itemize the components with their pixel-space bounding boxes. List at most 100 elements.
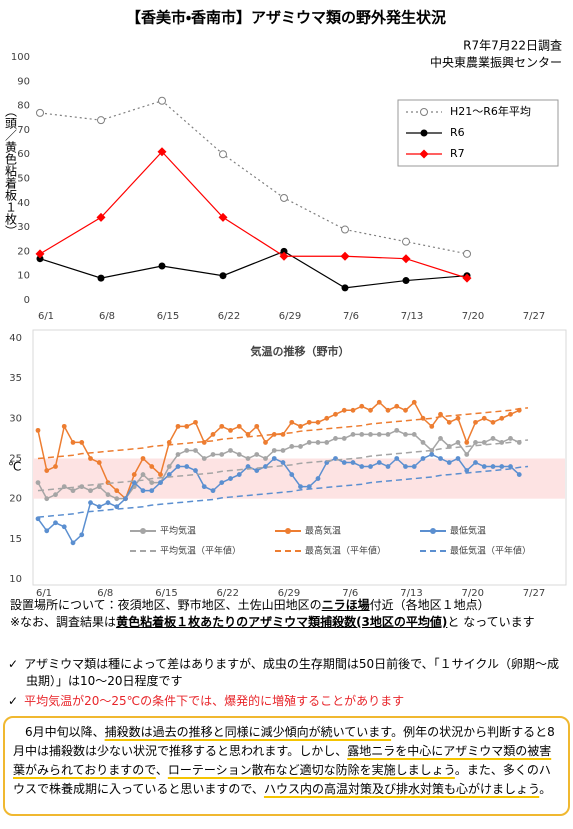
text-segment: 露地ニラを中心にアザミウマ類の被害葉がみられておりますので: [13, 744, 552, 777]
point: [96, 212, 106, 222]
point: [140, 472, 146, 477]
organization: 中央東農業振興センター: [430, 55, 562, 70]
point: [158, 262, 166, 270]
point: [105, 492, 111, 498]
text-segment: 6月中旬以降、: [25, 725, 105, 739]
point: [490, 419, 496, 425]
point: [271, 432, 277, 437]
point: [411, 399, 417, 405]
point: [438, 436, 443, 441]
point: [350, 432, 356, 437]
point: [193, 448, 198, 453]
point: [376, 432, 382, 437]
point: [114, 496, 120, 502]
x-tick-label: 7/27: [523, 588, 545, 599]
point: [516, 472, 522, 477]
series-line: [37, 465, 529, 518]
point: [473, 419, 478, 425]
point: [236, 423, 242, 429]
text-segment: 付近（各地区１地点）: [369, 598, 490, 612]
series-line: [37, 439, 529, 492]
point: [481, 415, 487, 421]
point: [70, 540, 76, 546]
point: [499, 464, 505, 469]
text-segment: アザミウマ類は種によって差はありますが、成虫の生存期間は50日前後で、「１サイク…: [24, 657, 560, 688]
point: [140, 488, 146, 494]
point: [35, 427, 41, 433]
check-mark: ✓: [8, 657, 19, 671]
point: [315, 440, 321, 445]
point: [44, 496, 50, 502]
point: [175, 452, 181, 457]
point: [184, 423, 190, 429]
point: [210, 488, 216, 494]
point: [280, 247, 288, 255]
point: [341, 284, 349, 292]
check-mark: ✓: [8, 694, 19, 708]
notes: 設置場所について：夜須地区、野市地区、土佐山田地区のニラほ場付近（各地区１地点）…: [10, 597, 566, 631]
point: [341, 436, 347, 441]
point: [411, 432, 417, 437]
point: [481, 440, 487, 445]
point: [473, 440, 478, 445]
legend-label: 平均気温: [160, 525, 196, 537]
text-segment: 。例年の状況から判断すると8月中は捕殺数は少ない状況で推移すると思われます。しか…: [13, 725, 555, 758]
legend-label: 最高気温: [305, 525, 341, 537]
text-segment: 黄色粘着板１枚あたりのアザミウマ類捕殺数(3地区の平均値): [116, 615, 448, 629]
point: [236, 452, 242, 457]
y-tick-label: 0: [24, 295, 30, 306]
point: [123, 496, 128, 502]
point: [201, 456, 207, 461]
y-tick-label: 70: [17, 125, 30, 136]
legend-label: 平均気温（平年値）: [160, 545, 241, 557]
point: [385, 407, 391, 413]
point: [96, 484, 102, 490]
point: [219, 150, 227, 159]
point: [438, 456, 443, 461]
x-tick-label: 7/20: [462, 588, 484, 599]
point: [53, 464, 58, 469]
point: [402, 237, 410, 246]
point: [438, 411, 443, 417]
point: [263, 464, 268, 469]
point: [455, 415, 461, 421]
point: [359, 403, 365, 409]
text-segment: 。: [539, 782, 552, 796]
series-line: [39, 150, 468, 279]
point: [210, 452, 216, 457]
point: [193, 419, 198, 425]
point: [402, 277, 410, 285]
point: [245, 456, 251, 461]
point: [341, 460, 347, 465]
point: [97, 274, 105, 282]
point: [280, 460, 286, 465]
point: [508, 464, 513, 469]
text-segment: と なっています: [447, 615, 535, 629]
x-tick-label: 6/8: [99, 311, 115, 322]
y-tick-label: 35: [9, 373, 22, 384]
point: [455, 456, 461, 461]
legend-label: H21～R6年平均: [450, 104, 531, 118]
point: [218, 212, 228, 222]
legend-label: 最高気温（平年値）: [305, 545, 386, 557]
point: [306, 484, 312, 490]
point: [333, 436, 338, 441]
legend-marker: [420, 108, 428, 116]
check-item: ✓ アザミウマ類は種によって差はありますが、成虫の生存期間は50日前後で、「１サイ…: [8, 656, 566, 690]
point: [271, 456, 277, 461]
text-segment: 。また、多くのハウスで株養成期に入っていると思いますので、: [13, 763, 551, 796]
point: [175, 423, 181, 429]
point: [131, 472, 137, 477]
text-segment: ※なお、調査結果は: [10, 615, 117, 629]
point: [333, 411, 338, 417]
point: [140, 456, 146, 461]
point: [184, 448, 190, 453]
y-tick-label: 30: [17, 222, 30, 233]
point: [201, 440, 207, 445]
x-tick-label: 7/6: [343, 311, 359, 322]
note-line: 設置場所について：夜須地区、野市地区、土佐山田地区のニラほ場付近（各地区１地点）: [10, 597, 566, 614]
point: [79, 440, 85, 445]
legend-marker: [419, 149, 429, 159]
point: [219, 423, 225, 429]
